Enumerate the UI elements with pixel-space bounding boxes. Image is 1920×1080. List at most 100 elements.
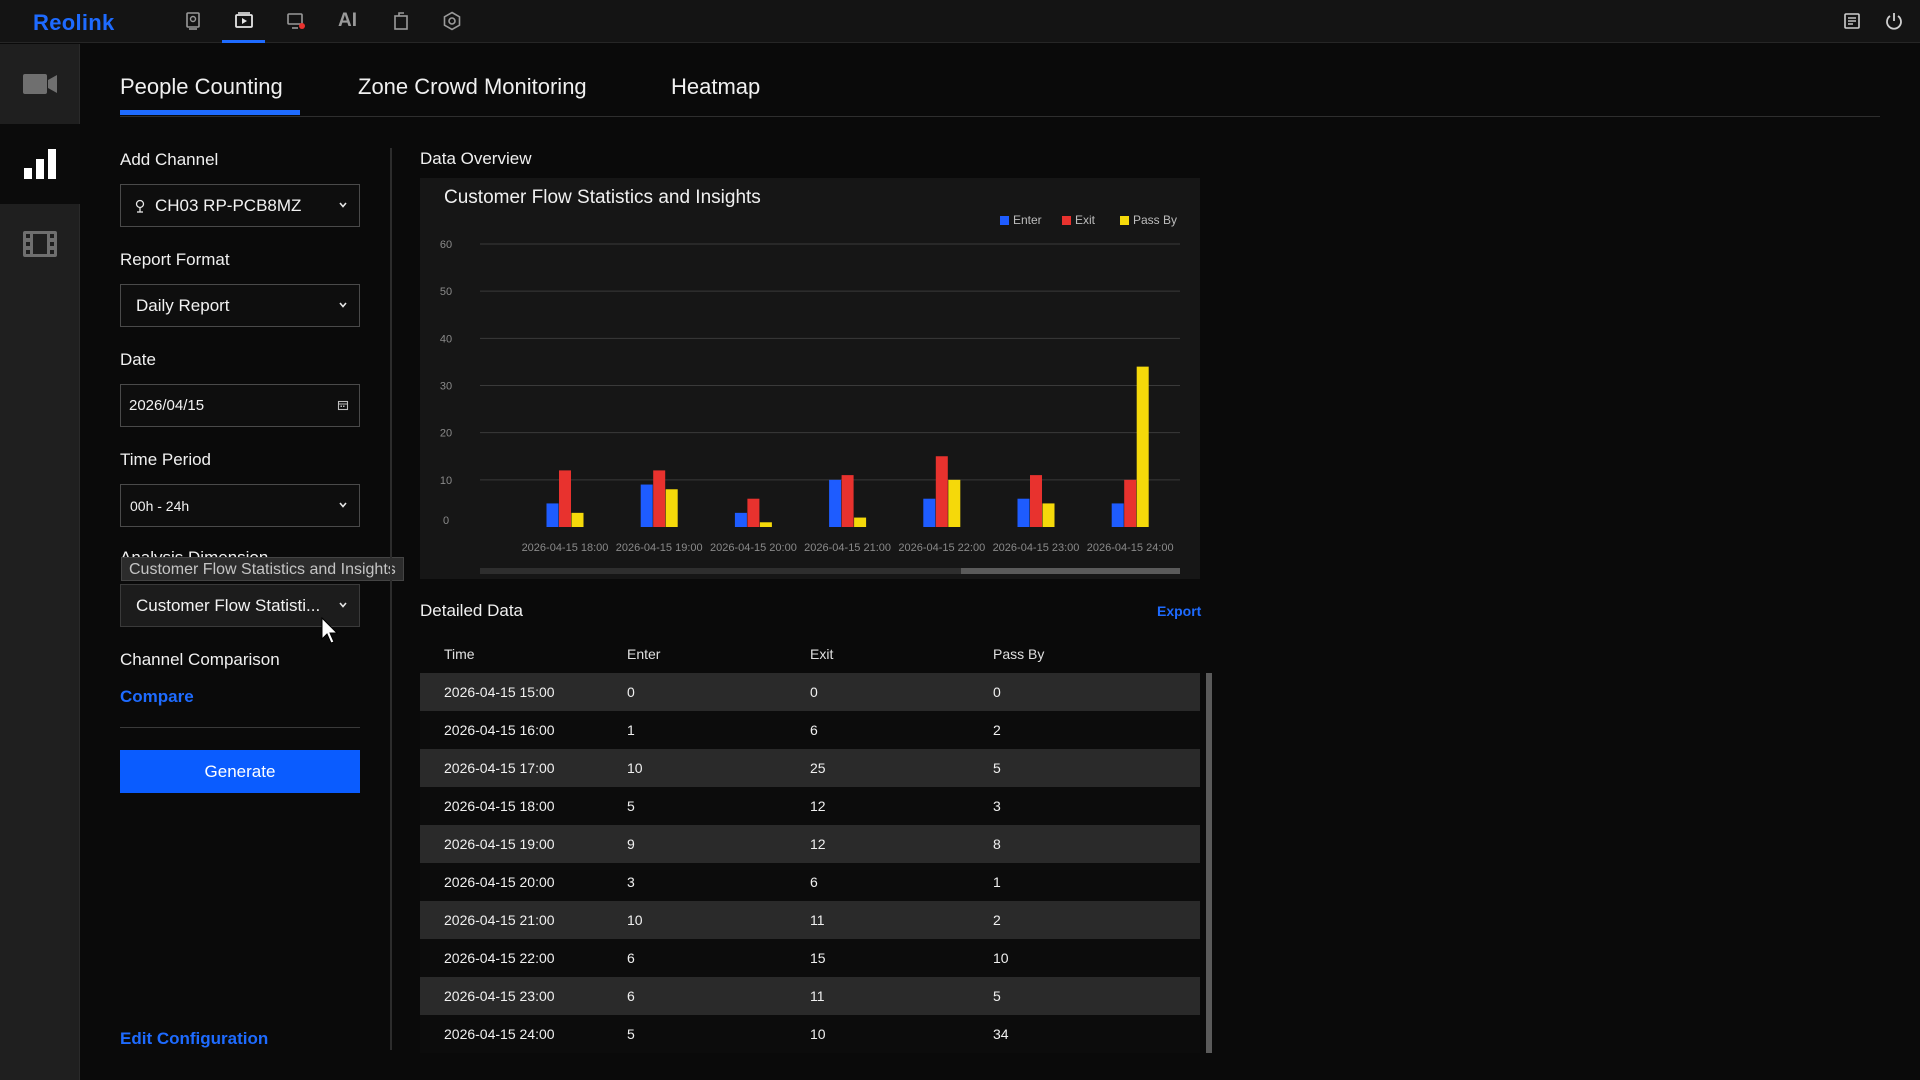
cell-pass-by: 5 — [993, 760, 1001, 776]
chart-scrollbar[interactable] — [961, 568, 1180, 574]
bar-chart: 0 10 20 30 40 50 60 2026-04-15 18:00 2026-04-15 … — [440, 239, 1180, 574]
bar-pass-by[interactable] — [665, 489, 678, 527]
analysis-dimension-label: Analysis Dimension — [120, 548, 269, 558]
cell-time: 2026-04-15 19:00 — [444, 836, 555, 852]
sync-icon[interactable] — [388, 8, 414, 34]
cell-pass-by: 34 — [993, 1026, 1009, 1042]
detailed-data-title: Detailed Data — [420, 601, 524, 620]
table-row[interactable]: 2026-04-15 21:00 10 11 2 — [420, 901, 1200, 939]
rail-item-statistics[interactable] — [0, 124, 80, 204]
table-row[interactable]: 2026-04-15 20:00 3 6 1 — [420, 863, 1200, 901]
tab-people-counting[interactable]: People Counting — [120, 74, 283, 99]
bar-exit[interactable] — [935, 456, 948, 527]
tab-bar: People Counting Zone Crowd Monitoring He… — [120, 70, 1880, 117]
playback-icon[interactable] — [231, 8, 257, 34]
cell-enter: 0 — [627, 684, 635, 700]
table-row[interactable]: 2026-04-15 19:00 9 12 8 — [420, 825, 1200, 863]
table-row[interactable]: 2026-04-15 18:00 5 12 3 — [420, 787, 1200, 825]
bar-exit[interactable] — [1124, 479, 1137, 527]
camera-pin-icon — [135, 199, 145, 213]
cell-enter: 5 — [627, 798, 635, 814]
ai-menu[interactable]: AI — [338, 10, 357, 31]
notes-icon[interactable] — [1839, 8, 1865, 34]
cell-enter: 1 — [627, 722, 635, 738]
analysis-dimension-select[interactable]: Customer Flow Statisti... — [120, 584, 360, 627]
bar-pass-by[interactable] — [948, 479, 961, 527]
date-label: Date — [120, 350, 156, 369]
column-header-exit: Exit — [810, 646, 834, 662]
compare-link[interactable]: Compare — [120, 687, 194, 706]
table-row[interactable]: 2026-04-15 17:00 10 25 5 — [420, 749, 1200, 787]
device-icon[interactable] — [180, 8, 206, 34]
power-icon[interactable] — [1881, 8, 1907, 34]
bar-exit[interactable] — [841, 475, 854, 527]
bar-enter[interactable] — [640, 484, 653, 527]
table-row[interactable]: 2026-04-15 22:00 6 15 10 — [420, 939, 1200, 977]
add-channel-label: Add Channel — [120, 150, 219, 169]
alarm-icon-graphic — [287, 13, 305, 29]
report-format-select[interactable]: Daily Report — [120, 284, 360, 327]
export-link[interactable]: Export — [1157, 603, 1202, 619]
table-row[interactable]: 2026-04-15 15:00 0 0 0 — [420, 673, 1200, 711]
rail-item-live-view[interactable] — [0, 44, 80, 124]
y-tick-label: 50 — [440, 286, 452, 298]
x-tick-label: 2026-04-15 23:00 — [993, 542, 1080, 554]
bar-exit[interactable] — [1030, 475, 1042, 527]
bar-enter[interactable] — [546, 503, 559, 527]
cell-exit: 6 — [810, 722, 818, 738]
data-overview-title: Data Overview — [420, 149, 532, 168]
cell-enter: 3 — [627, 874, 635, 890]
bar-pass-by[interactable] — [1042, 503, 1055, 527]
time-period-select[interactable]: 00h - 24h — [120, 484, 360, 527]
rail-item-recordings[interactable] — [0, 204, 80, 284]
x-tick-label: 2026-04-15 22:00 — [898, 542, 985, 554]
bar-pass-by[interactable] — [854, 517, 867, 527]
notes-icon-graphic — [1844, 13, 1860, 29]
column-header-enter: Enter — [627, 646, 661, 662]
bar-pass-by[interactable] — [759, 522, 772, 527]
table-row[interactable]: 2026-04-15 23:00 6 11 5 — [420, 977, 1200, 1015]
edit-configuration-link[interactable]: Edit Configuration — [120, 1029, 269, 1048]
settings-icon[interactable] — [439, 8, 465, 34]
table-row[interactable]: 2026-04-15 24:00 5 10 34 — [420, 1015, 1200, 1053]
tab-heatmap[interactable]: Heatmap — [671, 74, 761, 99]
chart-title: Customer Flow Statistics and Insights — [444, 187, 761, 208]
legend-enter: Enter — [1000, 213, 1042, 227]
cell-pass-by: 1 — [993, 874, 1001, 890]
bar-exit[interactable] — [747, 498, 760, 527]
generate-button[interactable]: Generate — [120, 750, 360, 793]
legend-swatch-exit — [1062, 215, 1071, 225]
table-row[interactable]: 2026-04-15 16:00 1 6 2 — [420, 711, 1200, 749]
channel-select-value: CH03 RP-PCB8MZ — [155, 195, 302, 215]
bar-exit[interactable] — [559, 470, 571, 527]
channel-select[interactable]: CH03 RP-PCB8MZ — [120, 184, 360, 227]
alarm-icon[interactable] — [283, 8, 309, 34]
bar-chart-icon — [24, 149, 56, 179]
date-value: 2026/04/15 — [129, 397, 205, 414]
calendar-icon[interactable] — [337, 399, 349, 411]
column-header-time: Time — [444, 646, 475, 662]
bar-exit[interactable] — [653, 470, 666, 527]
column-header-pass-by: Pass By — [993, 646, 1045, 662]
film-icon — [23, 231, 57, 257]
bar-enter[interactable] — [1111, 503, 1124, 527]
y-tick-label: 0 — [443, 515, 449, 527]
cell-time: 2026-04-15 21:00 — [444, 912, 555, 928]
playback-icon-graphic — [235, 12, 253, 28]
cell-exit: 12 — [810, 836, 826, 852]
cell-exit: 11 — [810, 988, 825, 1004]
bar-enter[interactable] — [734, 512, 747, 527]
tab-zone-crowd-monitoring[interactable]: Zone Crowd Monitoring — [358, 74, 587, 99]
cell-exit: 12 — [810, 798, 826, 814]
date-input[interactable]: 2026/04/15 — [120, 384, 360, 427]
bar-pass-by[interactable] — [1136, 366, 1149, 527]
table-scrollbar[interactable] — [1206, 673, 1212, 1053]
chevron-down-icon — [339, 302, 347, 308]
bar-pass-by[interactable] — [571, 512, 584, 527]
bar-enter[interactable] — [1017, 498, 1030, 527]
bar-enter[interactable] — [923, 498, 936, 527]
analysis-dimension-tooltip: Customer Flow Statistics and Insights — [121, 557, 404, 581]
mouse-cursor-icon — [321, 617, 339, 644]
cell-enter: 6 — [627, 950, 635, 966]
bar-enter[interactable] — [829, 479, 842, 527]
